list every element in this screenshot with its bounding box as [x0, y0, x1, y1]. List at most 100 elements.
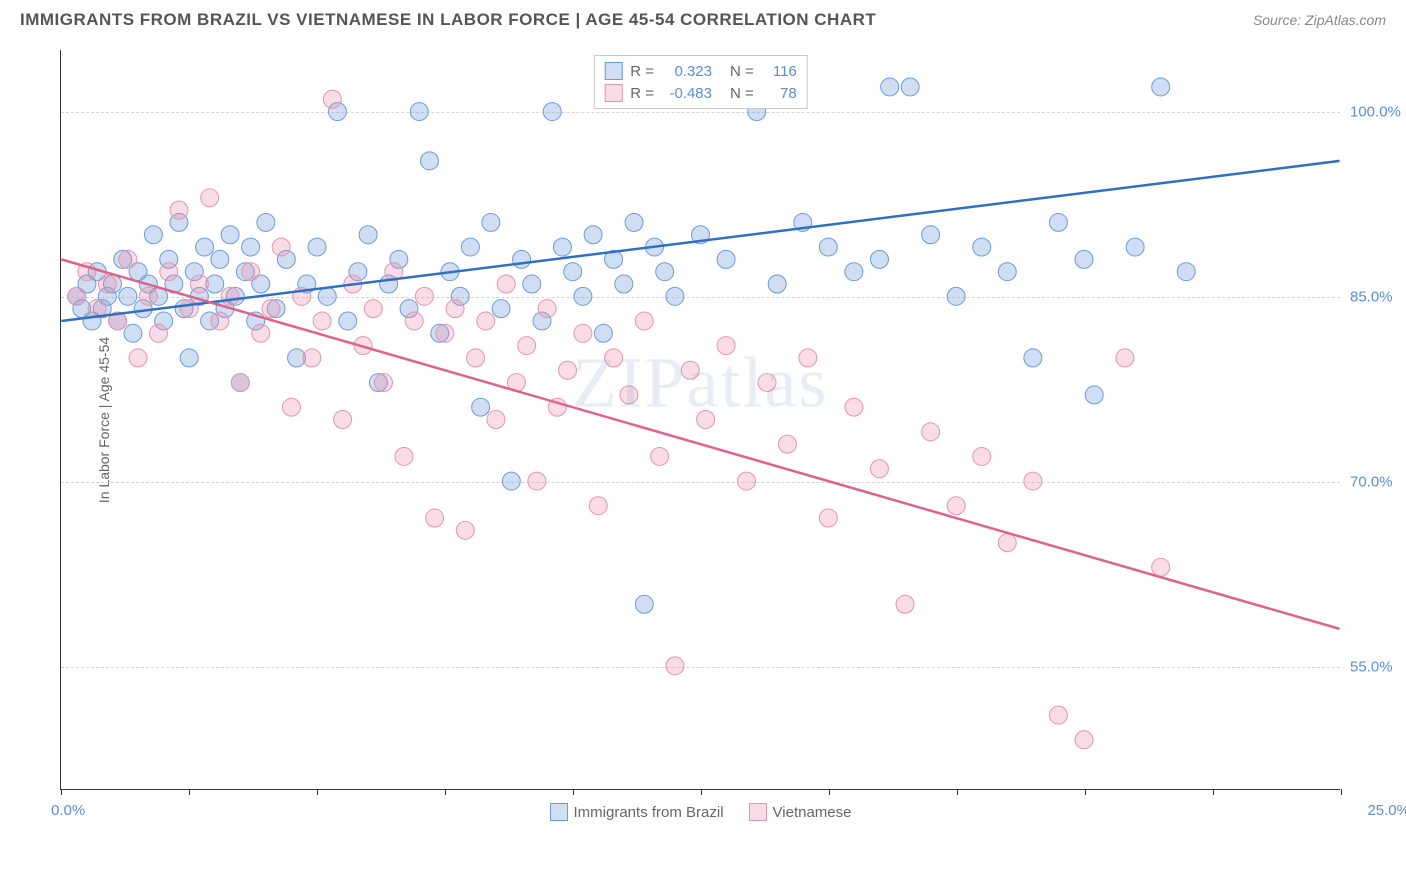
legend-swatch	[604, 62, 622, 80]
scatter-point	[364, 300, 382, 318]
scatter-point	[553, 238, 571, 256]
scatter-point	[564, 263, 582, 281]
scatter-point	[717, 337, 735, 355]
scatter-point	[922, 423, 940, 441]
scatter-point	[405, 312, 423, 330]
scatter-point	[180, 349, 198, 367]
scatter-point	[303, 349, 321, 367]
scatter-point	[323, 90, 341, 108]
scatter-point	[190, 275, 208, 293]
scatter-point	[845, 398, 863, 416]
scatter-point	[359, 226, 377, 244]
legend-n-label: N =	[730, 85, 754, 102]
scatter-point	[656, 263, 674, 281]
scatter-point	[799, 349, 817, 367]
scatter-point	[1075, 250, 1093, 268]
scatter-point	[625, 213, 643, 231]
scatter-point	[150, 324, 168, 342]
scatter-point	[119, 287, 137, 305]
x-tick-mark	[61, 789, 62, 795]
legend-r-label: R =	[630, 63, 654, 80]
scatter-point	[410, 103, 428, 121]
scatter-point	[513, 250, 531, 268]
scatter-point	[492, 300, 510, 318]
scatter-point	[461, 238, 479, 256]
legend-n-label: N =	[730, 63, 754, 80]
scatter-point	[1085, 386, 1103, 404]
scatter-point	[1177, 263, 1195, 281]
scatter-point	[221, 226, 239, 244]
scatter-point	[272, 238, 290, 256]
scatter-point	[528, 472, 546, 490]
scatter-point	[778, 435, 796, 453]
scatter-point	[973, 447, 991, 465]
scatter-point	[896, 595, 914, 613]
scatter-point	[1024, 472, 1042, 490]
scatter-point	[477, 312, 495, 330]
chart-container: In Labor Force | Age 45-54 100.0%85.0%70…	[60, 50, 1380, 820]
legend-swatch	[604, 84, 622, 102]
scatter-point	[472, 398, 490, 416]
scatter-point	[870, 460, 888, 478]
scatter-point	[738, 472, 756, 490]
scatter-point	[415, 287, 433, 305]
scatter-point	[666, 657, 684, 675]
scatter-point	[881, 78, 899, 96]
scatter-point	[467, 349, 485, 367]
scatter-point	[282, 398, 300, 416]
scatter-point	[651, 447, 669, 465]
scatter-point	[334, 411, 352, 429]
series-legend: Immigrants from Brazil Vietnamese	[550, 803, 852, 821]
scatter-point	[502, 472, 520, 490]
legend-item: Immigrants from Brazil	[550, 803, 724, 821]
legend-n-value: 116	[762, 63, 797, 80]
legend-r-label: R =	[630, 85, 654, 102]
y-tick-label: 100.0%	[1350, 103, 1406, 120]
scatter-point	[170, 201, 188, 219]
scatter-point	[922, 226, 940, 244]
scatter-point	[543, 103, 561, 121]
legend-r-value: 0.323	[662, 63, 712, 80]
scatter-point	[144, 226, 162, 244]
scatter-point	[98, 275, 116, 293]
x-tick-mark	[829, 789, 830, 795]
x-tick-mark	[701, 789, 702, 795]
chart-header: IMMIGRANTS FROM BRAZIL VS VIETNAMESE IN …	[0, 0, 1406, 30]
scatter-point	[998, 263, 1016, 281]
scatter-point	[211, 312, 229, 330]
scatter-point	[901, 78, 919, 96]
scatter-point	[446, 300, 464, 318]
scatter-point	[620, 386, 638, 404]
scatter-point	[1116, 349, 1134, 367]
scatter-point	[589, 497, 607, 515]
scatter-point	[605, 349, 623, 367]
scatter-point	[1126, 238, 1144, 256]
scatter-point	[845, 263, 863, 281]
scatter-point	[308, 238, 326, 256]
scatter-point	[139, 287, 157, 305]
x-tick-mark	[573, 789, 574, 795]
scatter-point	[375, 374, 393, 392]
scatter-point	[947, 497, 965, 515]
scatter-point	[487, 411, 505, 429]
scatter-point	[436, 324, 454, 342]
scatter-point	[523, 275, 541, 293]
legend-row: R = -0.483 N = 78	[604, 82, 797, 104]
legend-r-value: -0.483	[662, 85, 712, 102]
scatter-point	[666, 287, 684, 305]
x-tick-mark	[1085, 789, 1086, 795]
scatter-point	[635, 312, 653, 330]
plot-area: In Labor Force | Age 45-54 100.0%85.0%70…	[60, 50, 1340, 790]
scatter-point	[124, 324, 142, 342]
scatter-point	[426, 509, 444, 527]
legend-swatch	[550, 803, 568, 821]
scatter-point	[119, 250, 137, 268]
scatter-point	[257, 213, 275, 231]
scatter-point	[231, 374, 249, 392]
scatter-point	[758, 374, 776, 392]
x-tick-mark	[189, 789, 190, 795]
scatter-point	[559, 361, 577, 379]
x-tick-mark	[317, 789, 318, 795]
scatter-point	[497, 275, 515, 293]
scatter-point	[1049, 706, 1067, 724]
